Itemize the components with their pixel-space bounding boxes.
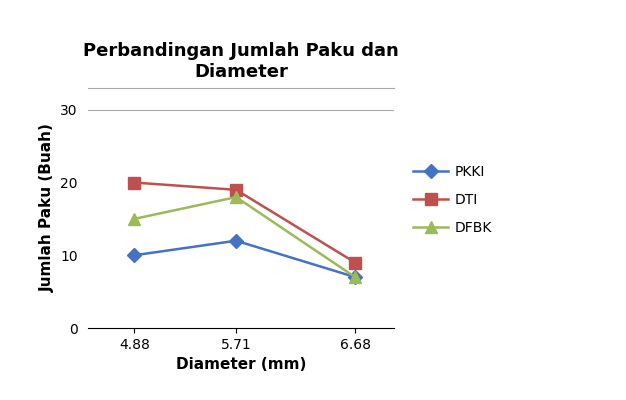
DTI bbox=[351, 260, 359, 265]
PKKI bbox=[232, 238, 240, 243]
DTI bbox=[232, 188, 240, 192]
Legend: PKKI, DTI, DFBK: PKKI, DTI, DFBK bbox=[408, 160, 498, 240]
DFBK bbox=[130, 216, 138, 221]
PKKI bbox=[351, 275, 359, 280]
X-axis label: Diameter (mm): Diameter (mm) bbox=[176, 357, 306, 372]
Line: PKKI: PKKI bbox=[130, 236, 360, 282]
Y-axis label: Jumlah Paku (Buah): Jumlah Paku (Buah) bbox=[39, 124, 54, 292]
DFBK bbox=[351, 275, 359, 280]
DFBK bbox=[232, 195, 240, 200]
Title: Perbandingan Jumlah Paku dan
Diameter: Perbandingan Jumlah Paku dan Diameter bbox=[83, 42, 399, 81]
Line: DFBK: DFBK bbox=[129, 192, 361, 283]
Line: DTI: DTI bbox=[129, 177, 361, 268]
PKKI bbox=[130, 253, 138, 258]
DTI bbox=[130, 180, 138, 185]
